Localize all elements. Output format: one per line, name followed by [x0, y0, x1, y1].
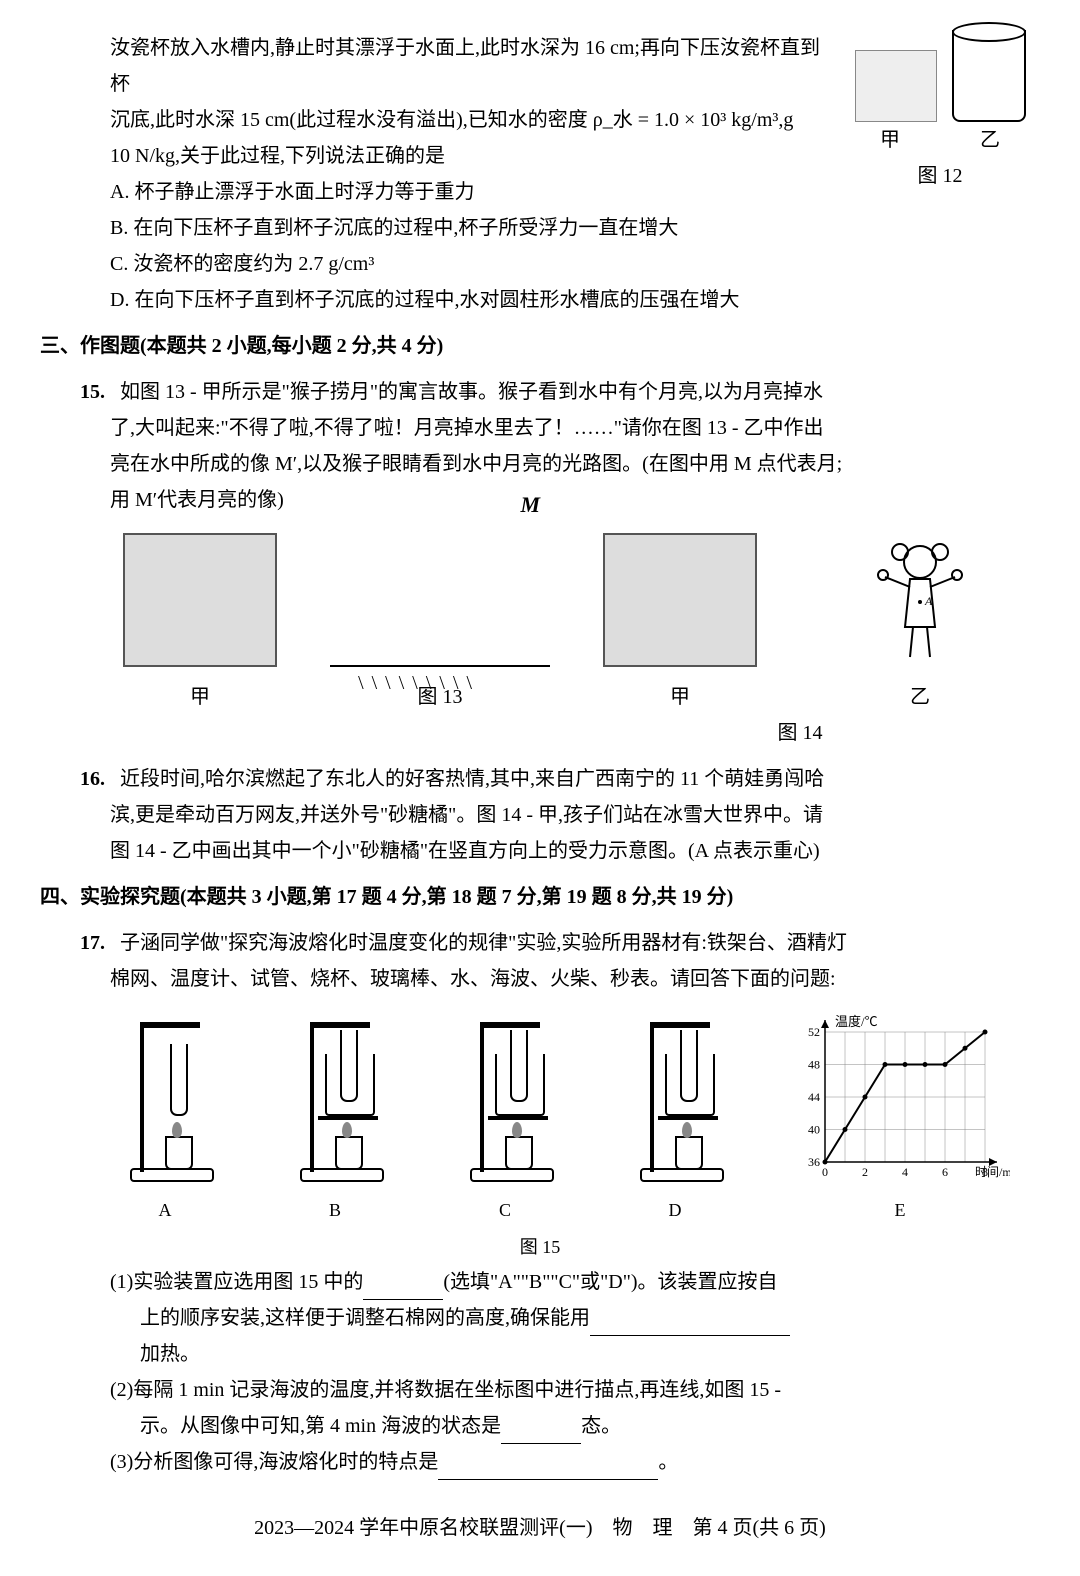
fig15-label: 图 15	[40, 1231, 1040, 1263]
figure-13-right: M 图 13	[320, 565, 560, 715]
q17-1b: (选填"A""B""C"或"D")。该装置应按自	[443, 1271, 777, 1293]
q15-line2: 了,大叫起来:"不得了啦,不得了啦！月亮掉水里去了！……"请你在图 13 - 乙…	[40, 410, 1040, 446]
fig14-sub-right: 乙	[800, 679, 1040, 715]
q16-line3: 图 14 - 乙中画出其中一个小"砂糖橘"在竖直方向上的受力示意图。(A 点表示…	[40, 833, 1040, 869]
q15-line3: 亮在水中所成的像 M′,以及猴子眼睛看到水中月亮的光路图。(在图中用 M 点代表…	[40, 446, 1040, 482]
fig12-cylinder	[952, 30, 1026, 122]
label-d: D	[620, 1194, 730, 1226]
figure-15-row: A B C D	[40, 1012, 1040, 1226]
q17-line2: 棉网、温度计、试管、烧杯、玻璃棒、水、海波、火柴、秒表。请回答下面的问题:	[40, 961, 1040, 997]
figure-13-left: 甲	[80, 533, 320, 715]
q17-1d: 加热。	[40, 1336, 1040, 1372]
temperature-chart: 364044485202468温度/℃时间/m	[790, 1012, 1010, 1182]
q16-number: 16.	[80, 761, 120, 797]
svg-text:4: 4	[902, 1165, 908, 1179]
q15-line1: 如图 13 - 甲所示是"猴子捞月"的寓言故事。猴子看到水中有个月亮,以为月亮掉…	[120, 381, 823, 403]
svg-text:36: 36	[808, 1155, 820, 1169]
q15-number: 15.	[80, 374, 120, 410]
fig12-sub-right: 乙	[980, 122, 1000, 158]
fig14-label: 图 14	[560, 715, 1040, 751]
question-15: 15.如图 13 - 甲所示是"猴子捞月"的寓言故事。猴子看到水中有个月亮,以为…	[40, 374, 1040, 751]
figure-14-right: A 乙	[800, 537, 1040, 715]
label-b: B	[280, 1194, 390, 1226]
m-point-label: M	[520, 485, 540, 525]
svg-text:时间/m: 时间/m	[975, 1165, 1010, 1179]
q15-line4: 用 M′代表月亮的像)	[40, 482, 1040, 518]
apparatus-d: D	[620, 1012, 730, 1226]
svg-text:0: 0	[822, 1165, 828, 1179]
fig12-cup-image	[855, 50, 937, 122]
q14-option-b: B. 在向下压杯子直到杯子沉底的过程中,杯子所受浮力一直在增大	[40, 210, 1040, 246]
q17-3a: (3)分析图像可得,海波熔化时的特点是	[110, 1451, 438, 1473]
q17-line1: 子涵同学做"探究海波熔化时温度变化的规律"实验,实验所用器材有:铁架台、酒精灯	[120, 932, 847, 954]
figure-13-14-row: 甲 M 图 13 甲	[40, 533, 1040, 715]
q17-sub3: (3)分析图像可得,海波熔化时的特点是 。	[40, 1444, 1040, 1480]
fig12-label: 图 12	[840, 158, 1040, 194]
apparatus-b: B	[280, 1012, 390, 1226]
q17-3b: 。	[658, 1451, 678, 1473]
section-3-title: 三、作图题(本题共 2 小题,每小题 2 分,共 4 分)	[40, 328, 1040, 364]
apparatus-c: C	[450, 1012, 560, 1226]
figure-14-left: 甲	[560, 533, 800, 715]
fig12-sub-left: 甲	[880, 122, 900, 158]
blank-1	[363, 1275, 443, 1300]
blank-3	[501, 1419, 581, 1444]
svg-text:44: 44	[808, 1090, 820, 1104]
question-14: 甲 乙 图 12 汝瓷杯放入水槽内,静止时其漂浮于水面上,此时水深为 16 cm…	[40, 30, 1040, 318]
blank-4	[438, 1455, 658, 1480]
svg-text:温度/℃: 温度/℃	[835, 1014, 878, 1029]
q14-option-c: C. 汝瓷杯的密度约为 2.7 g/cm³	[40, 246, 1040, 282]
q17-2a: (2)每隔 1 min 记录海波的温度,并将数据在坐标图中进行描点,再连线,如图…	[110, 1379, 781, 1401]
q17-1c: 上的顺序安装,这样便于调整石棉网的高度,确保能用	[140, 1307, 590, 1329]
svg-text:2: 2	[862, 1165, 868, 1179]
water-surface-line	[330, 665, 550, 667]
fig13-sub-left: 甲	[80, 679, 320, 715]
apparatus-a: A	[110, 1012, 220, 1226]
q17-1a: (1)实验装置应选用图 15 中的	[110, 1271, 363, 1293]
question-17: 17.子涵同学做"探究海波熔化时温度变化的规律"实验,实验所用器材有:铁架台、酒…	[40, 925, 1040, 1480]
fig14-sub-left: 甲	[560, 679, 800, 715]
q17-sub1: (1)实验装置应选用图 15 中的 (选填"A""B""C"或"D")。该装置应按…	[40, 1264, 1040, 1300]
label-c: C	[450, 1194, 560, 1226]
q14-option-d: D. 在向下压杯子直到杯子沉底的过程中,水对圆柱形水槽底的压强在增大	[40, 282, 1040, 318]
blank-2	[590, 1311, 790, 1336]
q16-line1: 近段时间,哈尔滨燃起了东北人的好客热情,其中,来自广西南宁的 11 个萌娃勇闯哈	[120, 768, 824, 790]
section-4-title: 四、实验探究题(本题共 3 小题,第 17 题 4 分,第 18 题 7 分,第…	[40, 879, 1040, 915]
page-footer: 2023—2024 学年中原名校联盟测评(一) 物 理 第 4 页(共 6 页)	[40, 1510, 1040, 1546]
figure-12: 甲 乙 图 12	[840, 30, 1040, 194]
svg-text:48: 48	[808, 1058, 820, 1072]
svg-text:A: A	[924, 594, 933, 608]
fig13-monkey-image	[123, 533, 277, 667]
q17-2b: 示。从图像中可知,第 4 min 海波的状态是	[140, 1415, 501, 1437]
svg-text:6: 6	[942, 1165, 948, 1179]
q16-line2: 滨,更是牵动百万网友,并送外号"砂糖橘"。图 14 - 甲,孩子们站在冰雪大世界…	[40, 797, 1040, 833]
fig14-ice-image	[603, 533, 757, 667]
chart-e: 364044485202468温度/℃时间/m E	[790, 1012, 1010, 1226]
label-e: E	[790, 1194, 1010, 1226]
q17-sub2: (2)每隔 1 min 记录海波的温度,并将数据在坐标图中进行描点,再连线,如图…	[40, 1372, 1040, 1408]
q17-2c: 态。	[581, 1415, 621, 1437]
svg-text:40: 40	[808, 1123, 820, 1137]
question-16: 16.近段时间,哈尔滨燃起了东北人的好客热情,其中,来自广西南宁的 11 个萌娃…	[40, 761, 1040, 869]
fig14-girl-drawing: A	[875, 537, 965, 667]
q17-number: 17.	[80, 925, 120, 961]
label-a: A	[110, 1194, 220, 1226]
svg-text:52: 52	[808, 1025, 820, 1039]
